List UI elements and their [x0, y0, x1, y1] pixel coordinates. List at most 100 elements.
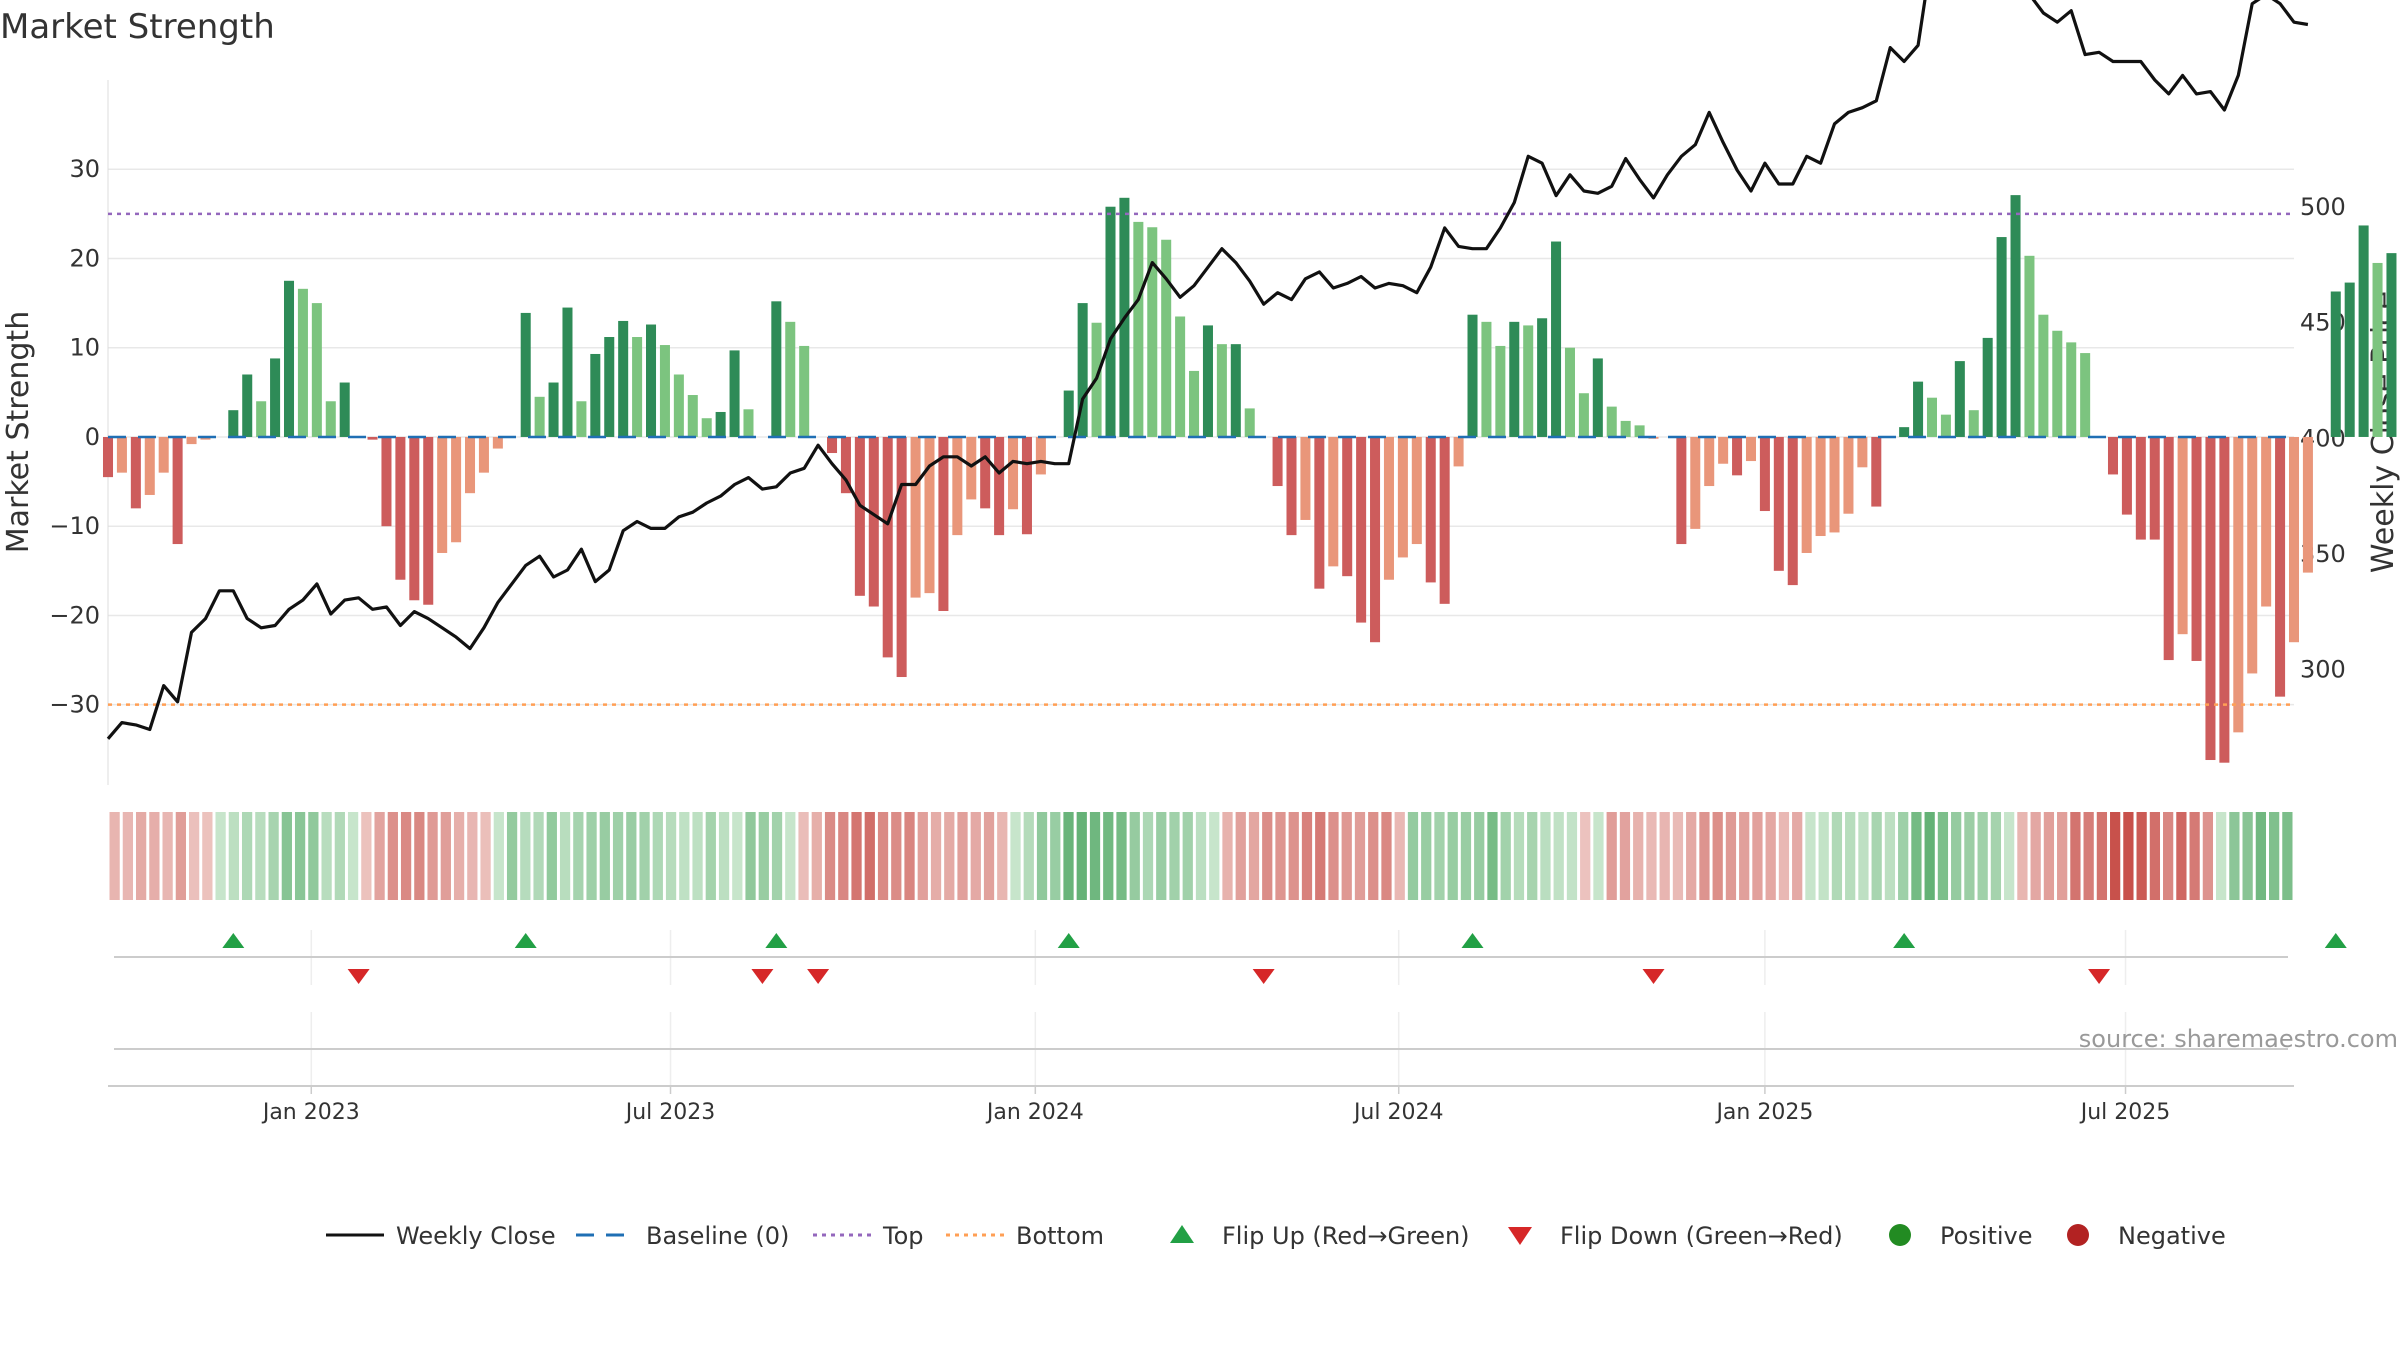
heat-cell — [1818, 812, 1829, 900]
legend-swatch — [1508, 1227, 1532, 1245]
heat-cell — [361, 812, 372, 900]
strength-bar — [2191, 436, 2202, 661]
heat-cell — [904, 812, 915, 900]
heat-cell — [1222, 812, 1233, 900]
x-tick-label: Jan 2023 — [261, 1100, 360, 1125]
heat-cell — [1951, 812, 1962, 900]
left-tick-labels: −30 −20 −10 0 10 20 30 — [49, 155, 100, 718]
heat-cell — [1447, 812, 1458, 900]
strength-bar — [659, 345, 670, 437]
heat-cell — [1050, 812, 1061, 900]
heat-cell — [1142, 812, 1154, 900]
heat-cell — [2202, 812, 2214, 900]
strength-bar — [604, 337, 615, 437]
heat-cell — [824, 812, 836, 900]
flip-markers — [222, 933, 2347, 984]
heat-cell — [321, 812, 332, 900]
strength-bar — [1008, 436, 1019, 510]
heat-cell — [1619, 812, 1631, 900]
strength-bar — [1773, 436, 1784, 571]
strength-bar — [938, 436, 949, 611]
heat-cell — [639, 812, 650, 900]
heat-cell — [1659, 812, 1670, 900]
strength-bar — [1996, 237, 2007, 437]
strength-bar — [2177, 436, 2188, 635]
strength-bar — [1578, 393, 1589, 437]
strength-bar — [1189, 370, 1200, 437]
heat-cell — [520, 812, 531, 900]
heat-cell — [1195, 812, 1207, 900]
legend-label: Flip Down (Green→Red) — [1560, 1222, 1843, 1250]
heat-cell — [1487, 812, 1498, 900]
y-tick-label: −20 — [49, 601, 100, 629]
heat-cell — [414, 812, 425, 900]
heat-cell — [2163, 812, 2174, 900]
strength-bar — [437, 436, 448, 553]
heat-cell — [1434, 812, 1445, 900]
heat-cell — [1593, 812, 1604, 900]
strength-bar — [1704, 436, 1715, 487]
strength-bar — [478, 436, 489, 473]
heat-cell — [1354, 812, 1366, 900]
x-tick-label: Jul 2024 — [1352, 1100, 1444, 1125]
heat-cell — [2229, 812, 2240, 900]
strength-bar — [1509, 321, 1520, 437]
source-note: source: sharemaestro.com — [2079, 1025, 2398, 1053]
strength-bar — [1495, 345, 1506, 437]
heat-cell — [1924, 812, 1935, 900]
heat-cell — [586, 812, 597, 900]
heat-cell — [997, 812, 1008, 900]
heat-cell — [175, 812, 186, 900]
heat-cell — [493, 812, 504, 900]
heat-cell — [1898, 812, 1909, 900]
strength-bar — [1676, 436, 1687, 545]
flip-up-marker — [1893, 933, 1916, 948]
heat-cell — [387, 812, 398, 900]
x-tick-label: Jul 2023 — [624, 1100, 716, 1125]
heat-cell — [2282, 812, 2293, 900]
heat-cell — [1977, 812, 1988, 900]
heat-cell — [771, 812, 783, 900]
strength-bar — [492, 436, 503, 449]
strength-bar — [1161, 239, 1172, 437]
heat-cell — [2136, 812, 2147, 900]
strength-bar — [2024, 255, 2035, 437]
strength-bar — [1926, 397, 1937, 437]
strength-bar — [2344, 282, 2355, 437]
heat-cell — [506, 812, 518, 900]
heat-cell — [559, 812, 571, 900]
strength-bar — [451, 436, 462, 543]
strength-bar — [2205, 436, 2216, 761]
strength-bar — [2080, 353, 2091, 437]
strength-bar — [2107, 436, 2119, 475]
strength-bar — [423, 436, 434, 605]
strength-bar — [186, 436, 197, 445]
heat-cell — [1725, 812, 1737, 900]
strength-bar — [325, 401, 336, 437]
heat-cell — [294, 812, 306, 900]
flip-up-marker — [765, 933, 788, 948]
heat-cell — [1858, 812, 1869, 900]
strength-bar — [1300, 436, 1311, 520]
strength-bar — [2233, 436, 2244, 733]
strength-bar — [673, 374, 684, 437]
y2-tick-label: 300 — [2300, 655, 2346, 683]
legend-item: Bottom — [946, 1222, 1104, 1250]
strength-bar — [1718, 436, 1729, 464]
heat-cell — [1421, 812, 1432, 900]
strength-bar — [1815, 436, 1826, 537]
flip-down-marker — [1252, 969, 1275, 984]
heat-cell — [1646, 812, 1657, 900]
strength-bar — [1537, 318, 1548, 437]
strength-bar — [980, 436, 991, 509]
strength-bar — [102, 436, 114, 478]
heat-cell — [122, 812, 133, 900]
strength-bar — [1690, 436, 1701, 529]
heat-cell — [1778, 812, 1790, 900]
flip-down-marker — [807, 969, 830, 984]
heat-cell — [612, 812, 624, 900]
heat-cell — [599, 812, 610, 900]
strength-bar — [576, 401, 587, 437]
heat-cell — [732, 812, 743, 900]
